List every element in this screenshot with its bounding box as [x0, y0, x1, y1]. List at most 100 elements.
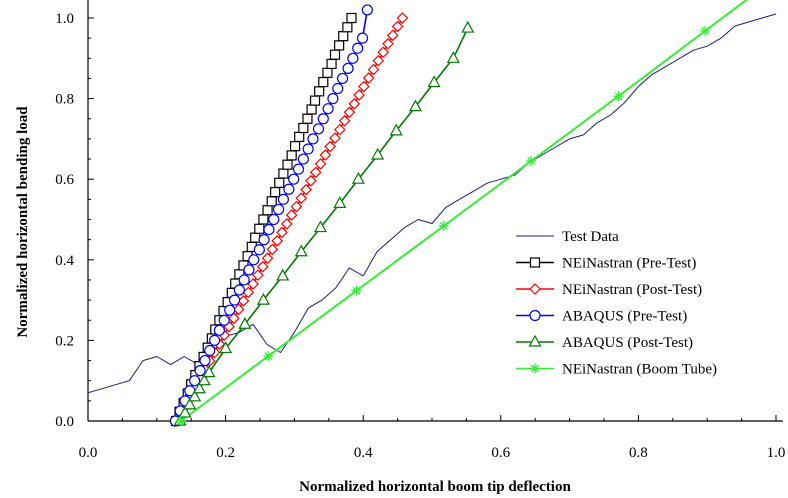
data-point-4-11 [294, 244, 308, 257]
data-point-2-21 [271, 235, 284, 247]
x-tick-label: 0.6 [491, 445, 510, 461]
data-point-1-20 [250, 232, 261, 243]
data-point-1-28 [282, 159, 293, 170]
data-point-4-4 [192, 381, 206, 394]
data-point-2-25 [290, 200, 303, 213]
data-point-3-5 [194, 365, 206, 377]
legend-item-2: NEiNastran (Post-Test) [516, 282, 702, 298]
data-point-3-21 [272, 203, 285, 216]
data-point-2-26 [295, 192, 308, 204]
data-point-3-30 [317, 113, 329, 125]
data-point-1-27 [278, 168, 289, 179]
legend-label: ABAQUS (Post-Test) [562, 335, 693, 351]
data-point-1-24 [266, 196, 277, 207]
data-point-4-16 [389, 123, 403, 136]
data-point-2-13 [232, 303, 245, 316]
data-point-1-22 [258, 214, 269, 225]
data-point-2-36 [343, 106, 356, 119]
data-point-4-13 [333, 196, 347, 208]
data-point-4-2 [183, 397, 197, 410]
data-point-2-40 [362, 72, 375, 84]
data-point-3-19 [263, 223, 275, 236]
data-point-2-42 [372, 54, 385, 67]
data-point-5-2 [351, 285, 362, 296]
data-point-2-15 [242, 286, 255, 299]
data-point-2-23 [280, 218, 293, 230]
legend: Test Data NEiNastran (Pre-Test) NEiNastran… [516, 229, 717, 378]
y-tick-label: 1.0 [55, 11, 74, 27]
data-point-1-40 [329, 49, 341, 60]
data-point-4-17 [408, 99, 423, 112]
legend-item-5: NEiNastran (Boom Tube) [516, 362, 717, 378]
data-point-3-25 [292, 163, 305, 175]
data-point-3-9 [213, 324, 226, 336]
data-point-1-37 [318, 76, 329, 88]
data-point-1-32 [298, 122, 309, 134]
data-point-1-39 [326, 58, 337, 70]
series-markers [169, 4, 711, 427]
data-point-3-14 [238, 274, 250, 286]
data-point-3-20 [268, 213, 280, 226]
data-point-2-38 [353, 89, 365, 101]
data-point-4-18 [427, 75, 441, 88]
data-point-3-10 [218, 314, 230, 326]
y-tick-label: 0.0 [55, 414, 74, 430]
data-point-3-24 [288, 173, 300, 185]
data-point-3-33 [332, 82, 344, 95]
data-point-3-38 [356, 32, 369, 44]
series-line-5 [180, 0, 748, 422]
data-point-1-36 [314, 86, 325, 97]
data-point-1-43 [342, 22, 353, 33]
data-point-2-20 [266, 243, 279, 256]
data-point-3-22 [277, 193, 289, 205]
data-point-5-3 [438, 220, 449, 231]
data-point-3-23 [283, 183, 295, 195]
data-point-3-18 [258, 234, 270, 246]
data-point-3-35 [342, 62, 354, 74]
data-point-2-44 [382, 37, 394, 50]
data-point-3-8 [208, 334, 221, 346]
data-point-1-25 [270, 186, 281, 198]
legend-label: NEiNastran (Boom Tube) [562, 362, 717, 378]
legend-label: ABAQUS (Pre-Test) [562, 309, 687, 325]
data-point-3-11 [224, 304, 236, 316]
data-point-2-45 [386, 29, 399, 42]
data-point-2-29 [309, 166, 322, 179]
legend-item-1: NEiNastran (Pre-Test) [516, 256, 696, 272]
data-point-3-6 [199, 354, 211, 367]
data-point-4-10 [276, 268, 290, 281]
data-point-3-36 [347, 52, 359, 64]
data-point-4-15 [371, 147, 385, 160]
legend-item-0: Test Data [516, 229, 619, 245]
data-point-3-28 [307, 133, 319, 145]
data-point-2-47 [396, 12, 409, 24]
legend-marker [529, 257, 541, 268]
data-point-4-20 [461, 20, 475, 33]
data-point-4-1 [178, 405, 192, 418]
data-point-3-37 [352, 42, 364, 54]
data-point-1-31 [294, 131, 305, 142]
data-point-3-15 [243, 264, 255, 276]
data-point-3-27 [302, 143, 314, 155]
data-point-2-41 [367, 63, 380, 76]
data-point-2-27 [300, 183, 312, 196]
data-point-3-4 [189, 375, 201, 387]
series-lines [88, 0, 777, 422]
data-point-2-37 [348, 97, 361, 110]
legend-item-3: ABAQUS (Pre-Test) [516, 309, 687, 325]
ticks: 0.0 0.2 0.4 0.6 0.8 1.0 0.0 0.2 0.4 0.6 0.8 1.0 [55, 11, 785, 461]
data-point-5-1 [263, 351, 274, 362]
data-point-2-35 [338, 114, 351, 127]
data-point-2-46 [391, 20, 404, 33]
data-point-4-6 [202, 365, 216, 378]
data-point-2-31 [319, 149, 332, 161]
legend-marker [528, 334, 542, 347]
x-tick-label: 0.0 [79, 445, 98, 461]
data-point-1-38 [322, 67, 333, 78]
x-tick-label: 0.2 [216, 445, 235, 461]
x-axis-title: Normalized horizontal boom tip deflectio… [299, 479, 571, 495]
data-point-1-29 [286, 150, 297, 161]
data-point-1-21 [254, 223, 265, 234]
data-point-1-35 [309, 95, 321, 106]
legend-marker [529, 309, 541, 322]
